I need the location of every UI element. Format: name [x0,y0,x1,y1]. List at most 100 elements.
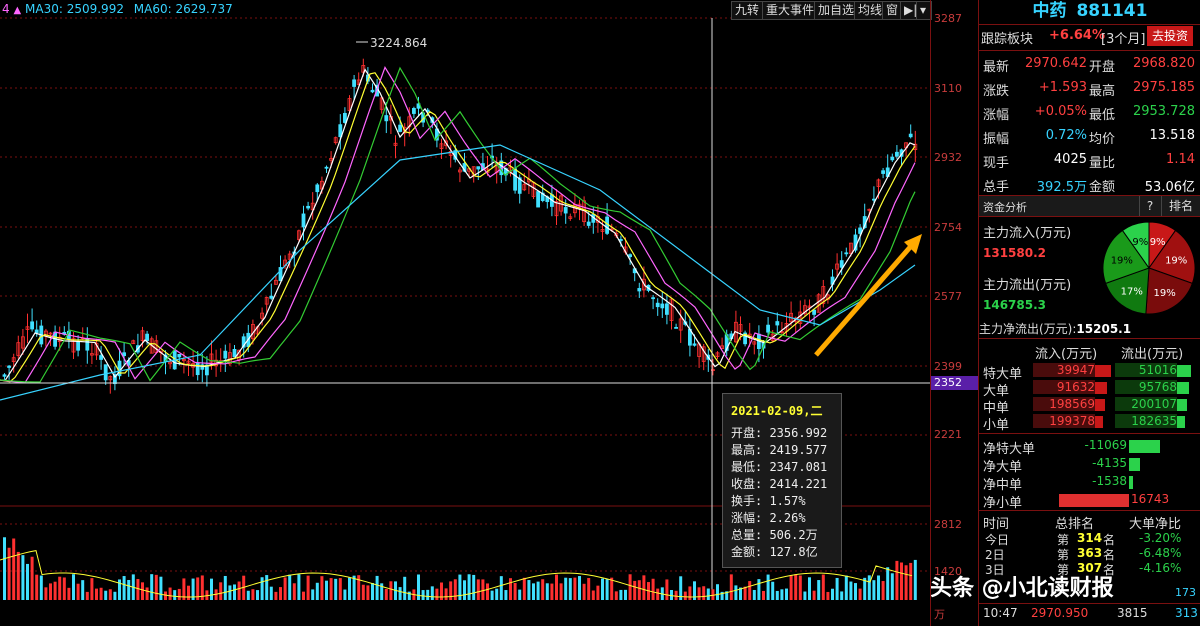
volume-bar [159,576,163,600]
volume-ma-line [0,550,913,598]
volume-bar [831,588,834,600]
volume-bar [127,579,131,600]
candle-body [766,324,770,333]
volume-bar [890,573,894,600]
volume-bar [256,590,259,600]
volume-bar [826,591,830,600]
candle-body [140,330,145,341]
volume-bar [624,589,627,600]
volume-bar [315,582,319,600]
volume-bar [775,590,779,600]
quote-value: 2970.642 [1024,56,1087,71]
candle-body [48,332,53,335]
kline-chart[interactable] [0,0,930,626]
volume-bar [550,583,554,600]
add-watchlist-button[interactable]: 加自选 [814,1,859,20]
volume-bar [886,567,890,600]
fund-header: 资金分析 ? 排名 [979,195,1200,217]
volume-bar [85,591,89,600]
pie-slice [1148,229,1196,285]
window-button[interactable]: 窗 [882,1,903,20]
flow-label: 小单 [983,418,1010,433]
volume-bar [844,575,848,600]
watermark: 头条 @小北读财报 [930,576,1114,601]
flow-out-value: 95768 [1115,380,1177,394]
volume-bar [532,583,535,600]
tooltip-change: 涨幅: 2.26% [731,511,806,525]
candle-body [7,365,11,368]
candle-body [301,213,306,228]
volume-bar [748,581,752,600]
candle-body [342,112,347,123]
candle-body [338,124,343,138]
rank-button[interactable]: 排名 [1161,196,1200,216]
major-events-button[interactable]: 重大事件 [762,1,819,20]
fund-title: 资金分析 [983,201,1027,214]
tooltip-low: 最低: 2347.081 [731,460,828,474]
volume-bar [849,581,853,600]
volume-bar [785,588,788,600]
quote-value: 392.5万 [1036,180,1087,195]
volume-bar [435,588,439,600]
divider [979,433,1200,434]
volume-bar [872,580,876,600]
volume-bar [118,579,121,600]
volume-bar [766,574,770,600]
volume-bar [803,591,807,600]
volume-bar [26,563,29,600]
volume-bar [725,591,729,600]
net-bar [1059,494,1129,507]
volume-bar [642,575,646,600]
net-bar [1129,458,1141,471]
candle-body [655,302,660,308]
stock-name: 中药 [1032,1,1067,21]
tick-num: 313 [1175,606,1198,620]
invest-button[interactable]: 去投资 [1147,26,1193,46]
volume-bar [150,574,154,600]
quote-value: 53.06亿 [1144,180,1195,195]
flow-row: 小单 199378 182635 [979,413,1200,433]
volume-bar [858,588,862,600]
tick-price: 2970.950 [1031,606,1089,620]
help-icon[interactable]: ? [1139,196,1160,216]
dropdown-icon[interactable]: ▾ [916,1,932,20]
net-label: 净小单 [983,496,1023,511]
volume-tick: 1420 [934,565,962,578]
candle-body [821,286,826,304]
bottom-num2: 173 [1175,586,1196,599]
volume-bar [297,574,301,600]
tooltip-turnover: 换手: 1.57% [731,494,806,508]
volume-bar [720,591,724,600]
volume-bar [614,591,618,600]
pie-slice [1102,229,1150,285]
kline-chart-area[interactable]: 4 ▲ MA30: 2509.992 MA60: 2629.737 九转 重大事… [0,0,1114,626]
volume-bar [430,586,434,600]
volume-bar [361,584,365,600]
volume-bar [568,578,572,600]
nine-turn-button[interactable]: 九转 [731,1,764,20]
volume-bar [536,581,540,600]
volume-bar [545,583,549,600]
volume-bar [476,579,480,600]
candle-body [315,184,320,193]
volume-bar [752,589,756,600]
net-row: 净特大单 -11069 [979,437,1200,457]
volume-bar [366,585,370,600]
candle-body [798,311,803,324]
volume-bar [292,583,296,600]
volume-bar [191,578,195,600]
ma10-line [0,72,916,383]
price-tick: 2399 [934,360,962,373]
candle-body [444,140,449,147]
volume-bar [62,577,66,600]
quote-value: 2968.820 [1132,56,1195,71]
volume-bar [16,551,20,600]
candle-body [384,115,389,122]
flow-label: 中单 [983,401,1010,416]
candle-body [145,333,150,341]
volume-bar [329,578,333,600]
flag-icon[interactable]: ▶| [900,1,922,20]
candle-body [890,156,895,161]
tooltip-amount: 金额: 127.8亿 [731,545,818,559]
main-out-label: 主力流出(万元) [983,278,1072,293]
